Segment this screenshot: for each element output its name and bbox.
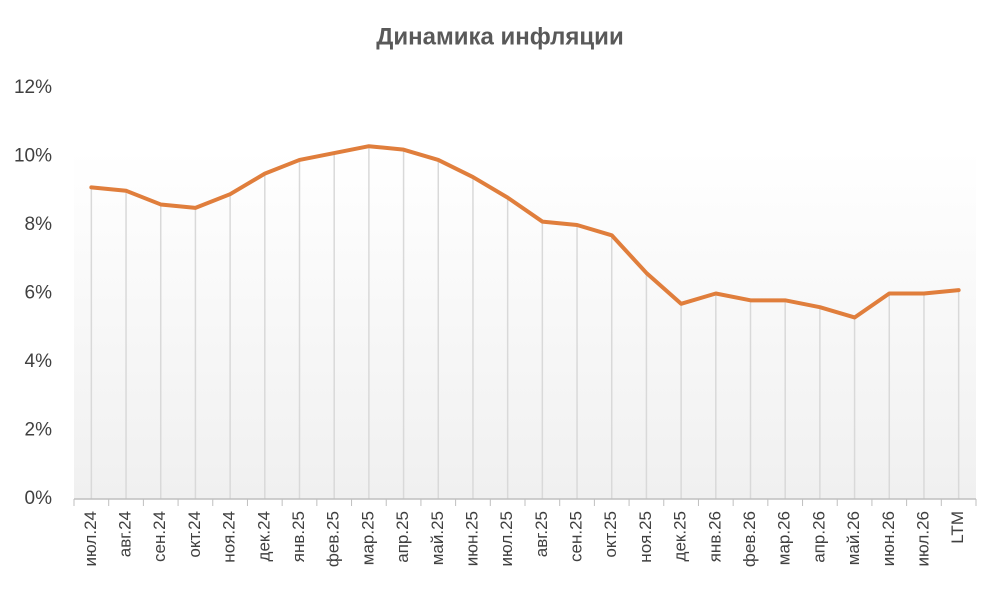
- x-tick-label: ноя.25: [636, 511, 655, 563]
- x-tick-label: янв.26: [705, 511, 724, 562]
- x-tick-label: мар.25: [358, 511, 377, 565]
- x-tick-label: сен.24: [150, 511, 169, 562]
- x-tick-label: фев.26: [740, 511, 759, 567]
- x-tick-label: июн.26: [879, 511, 898, 566]
- x-tick-label: апр.25: [393, 511, 412, 563]
- x-tick-label: авг.24: [116, 511, 135, 557]
- x-tick-label: фев.25: [324, 511, 343, 567]
- x-tick-label: дек.24: [254, 511, 273, 561]
- y-tick-label: 0%: [25, 488, 53, 509]
- x-tick-label: май.25: [428, 511, 447, 565]
- x-tick-label: июл.26: [913, 511, 932, 566]
- chart-title: Динамика инфляции: [376, 23, 623, 50]
- x-tick-label: июл.25: [497, 511, 516, 566]
- x-tick-label: апр.26: [809, 511, 828, 563]
- x-tick-label: июл.24: [81, 511, 100, 566]
- x-tick-label: июн.25: [462, 511, 481, 566]
- x-tick-label: дек.25: [671, 511, 690, 561]
- x-tick-label: мар.26: [775, 511, 794, 565]
- y-tick-label: 4%: [25, 351, 53, 372]
- y-tick-label: 12%: [14, 77, 52, 98]
- x-tick-label: май.26: [844, 511, 863, 565]
- y-tick-label: 8%: [25, 214, 53, 235]
- x-tick-label: янв.25: [289, 511, 308, 562]
- x-tick-label: авг.25: [532, 511, 551, 557]
- series-line: [89, 144, 961, 320]
- x-tick-label: LTM: [948, 511, 967, 544]
- y-tick-label: 2%: [25, 420, 53, 441]
- x-tick-label: окт.25: [601, 511, 620, 558]
- x-tick-label: окт.24: [185, 511, 204, 558]
- x-tick-label: ноя.24: [220, 511, 239, 563]
- y-tick-label: 6%: [25, 283, 53, 304]
- x-tick-label: сен.25: [567, 511, 586, 562]
- y-tick-label: 10%: [14, 146, 52, 167]
